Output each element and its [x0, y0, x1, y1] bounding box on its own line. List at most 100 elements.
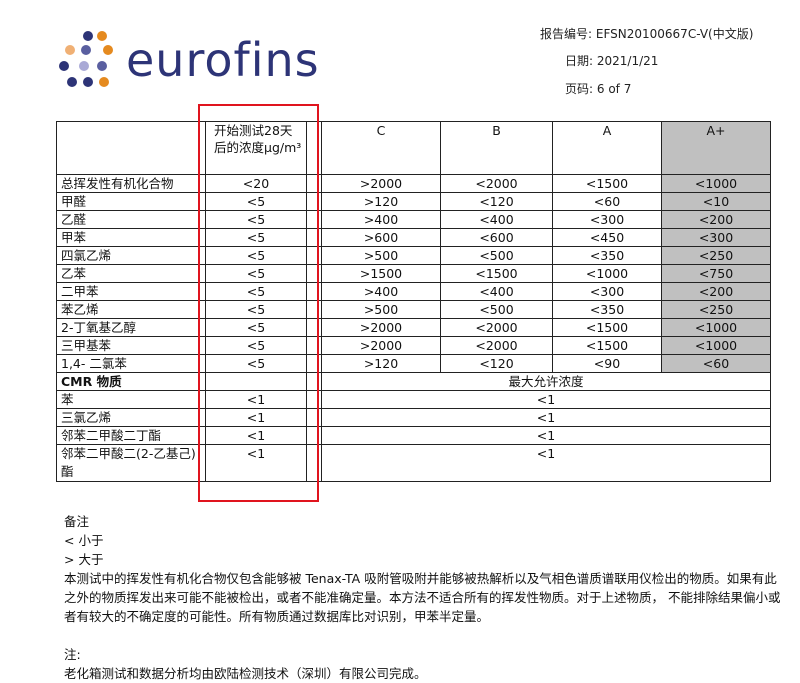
table-row: 乙醛 <5 >400 <400 <300 <200 [56, 210, 771, 229]
table-cell: <1 [205, 390, 307, 409]
table-cell: 乙醛 [56, 210, 206, 229]
highlight-box [198, 104, 319, 502]
table-cell: 苯 [56, 390, 206, 409]
table-cell: <10 [661, 192, 771, 211]
table-row: 总挥发性有机化合物 <20 >2000 <2000 <1500 <1000 [56, 174, 771, 193]
table-cell: <60 [661, 354, 771, 373]
table-cell: <2000 [440, 336, 553, 355]
table-cell: <300 [552, 210, 662, 229]
table-cell: >2000 [321, 174, 441, 193]
table-cell: <1000 [552, 264, 662, 283]
table-cell: <90 [552, 354, 662, 373]
logo-wordmark: eurofins [126, 33, 320, 87]
table-cell: <60 [552, 192, 662, 211]
table-row: 苯 <1 <1 [56, 390, 771, 409]
table-cell: 苯乙烯 [56, 300, 206, 319]
table-row: 三氯乙烯 <1 <1 [56, 408, 771, 427]
table-cell: <1 [321, 408, 771, 427]
table-row: 四氯乙烯 <5 >500 <500 <350 <250 [56, 246, 771, 265]
report-date: 日期: 2021/1/21 [565, 54, 659, 68]
table-cell: <1500 [552, 336, 662, 355]
table-row: 邻苯二甲酸二(2-乙基己)酯 <1 <1 [56, 444, 771, 482]
table-cell [56, 121, 206, 175]
voc-results-table: 开始测试28天后的浓度μg/m³ C B A A+ 总挥发性有机化合物 <20 >2000 <2… [56, 121, 771, 482]
table-cell: 邻苯二甲酸二(2-乙基己)酯 [56, 444, 206, 482]
table-cell: <600 [440, 228, 553, 247]
table-cell: <1500 [440, 264, 553, 283]
table-cell: 三氯乙烯 [56, 408, 206, 427]
table-cell: <1 [205, 444, 307, 482]
table-row: 2-丁氧基乙醇 <5 >2000 <2000 <1500 <1000 [56, 318, 771, 337]
table-cell: <250 [661, 300, 771, 319]
table-cell: <500 [440, 246, 553, 265]
table-cell: CMR 物质 [56, 372, 206, 391]
table-row: 邻苯二甲酸二丁酯 <1 <1 [56, 426, 771, 445]
table-cell: <200 [661, 282, 771, 301]
table-cell: <350 [552, 300, 662, 319]
table-cell: <1000 [661, 174, 771, 193]
table-cell: <5 [205, 336, 307, 355]
table-cell: <120 [440, 354, 553, 373]
table-cell: <1 [321, 444, 771, 482]
eurofins-logo: eurofins [58, 30, 320, 90]
table-row: 1,4- 二氯苯 <5 >120 <120 <90 <60 [56, 354, 771, 373]
table-cell: 邻苯二甲酸二丁酯 [56, 426, 206, 445]
table-cell: A [552, 121, 662, 175]
page-number: 页码: 6 of 7 [565, 82, 632, 96]
table-cell: <400 [440, 210, 553, 229]
table-row: 二甲苯 <5 >400 <400 <300 <200 [56, 282, 771, 301]
table-cell: 二甲苯 [56, 282, 206, 301]
header-row: 开始测试28天后的浓度μg/m³ C B A A+ [56, 121, 771, 175]
table-cell: <300 [661, 228, 771, 247]
table-cell: <2000 [440, 174, 553, 193]
table-cell: <500 [440, 300, 553, 319]
table-cell: >120 [321, 192, 441, 211]
table-cell: 三甲基苯 [56, 336, 206, 355]
table-row: 甲醛 <5 >120 <120 <60 <10 [56, 192, 771, 211]
table-cell: B [440, 121, 553, 175]
table-row: 三甲基苯 <5 >2000 <2000 <1500 <1000 [56, 336, 771, 355]
table-cell: <1000 [661, 318, 771, 337]
table-row: 甲苯 <5 >600 <600 <450 <300 [56, 228, 771, 247]
table-cell: >2000 [321, 336, 441, 355]
table-cell: <250 [661, 246, 771, 265]
table-cell: 开始测试28天后的浓度μg/m³ [205, 121, 307, 175]
table-cell: >500 [321, 300, 441, 319]
table-cell: <300 [552, 282, 662, 301]
table-cell: <1 [321, 426, 771, 445]
table-cell: <2000 [440, 318, 553, 337]
table-cell: <450 [552, 228, 662, 247]
logo-dots-icon [59, 31, 113, 87]
table-cell: <1 [321, 390, 771, 409]
table-cell: >120 [321, 354, 441, 373]
table-cell: <1500 [552, 174, 662, 193]
table-cell: <350 [552, 246, 662, 265]
table-cell: <750 [661, 264, 771, 283]
table-cell: 乙苯 [56, 264, 206, 283]
cmr-header-row: CMR 物质 最大允许浓度 [56, 372, 771, 391]
table-cell: >2000 [321, 318, 441, 337]
table-cell: 最大允许浓度 [321, 372, 771, 391]
table-cell: >600 [321, 228, 441, 247]
table-cell: 甲苯 [56, 228, 206, 247]
table-row: 苯乙烯 <5 >500 <500 <350 <250 [56, 300, 771, 319]
notes: 备注 < 小于 > 大于 本测试中的挥发性有机化合物仅包含能够被 Tenax-T… [64, 514, 781, 681]
table-cell: 2-丁氧基乙醇 [56, 318, 206, 337]
table-row: 乙苯 <5 >1500 <1500 <1000 <750 [56, 264, 771, 283]
table-cell: >1500 [321, 264, 441, 283]
report-number: 报告编号: EFSN20100667C-V(中文版) [540, 27, 754, 41]
table-cell: <400 [440, 282, 553, 301]
table-cell: >400 [321, 210, 441, 229]
table-cell: <120 [440, 192, 553, 211]
table-cell: <200 [661, 210, 771, 229]
table-cell: 总挥发性有机化合物 [56, 174, 206, 193]
table-cell: 1,4- 二氯苯 [56, 354, 206, 373]
table-cell: >400 [321, 282, 441, 301]
table-cell: C [321, 121, 441, 175]
table-cell: A+ [661, 121, 771, 175]
table-cell: <1000 [661, 336, 771, 355]
table-cell: 四氯乙烯 [56, 246, 206, 265]
table-cell: <1500 [552, 318, 662, 337]
table-cell: >500 [321, 246, 441, 265]
table-cell: 甲醛 [56, 192, 206, 211]
